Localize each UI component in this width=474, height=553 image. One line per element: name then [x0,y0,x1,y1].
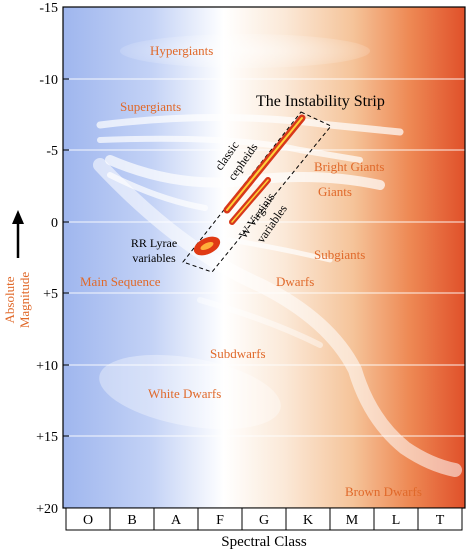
label-white-dwarfs: White Dwarfs [148,386,221,401]
spectral-class-label: M [346,513,359,528]
main-sequence-band [93,158,462,477]
spectral-class-label: O [83,513,93,528]
label-brown-dwarfs: Brown Dwarfs [345,484,422,499]
instability-strip-title: The Instability Strip [256,93,385,110]
label-main-sequence: Main Sequence [80,274,161,289]
spectral-class-label: K [303,513,313,528]
label-dwarfs: Dwarfs [276,274,314,289]
label-hypergiants: Hypergiants [150,43,213,58]
label-bright-giants: Bright Giants [314,159,384,174]
white-dwarfs-region [99,354,281,430]
y-tick-label: -10 [39,73,58,88]
y-tick-label: 0 [51,216,58,231]
y-tick-label: +5 [43,287,58,302]
y-axis-title-line1: Absolute [2,276,17,323]
plot-background [63,7,465,508]
y-axis-title-line2: Magnitude [17,272,32,329]
y-tick-label: +10 [36,359,58,374]
rr-lyrae-line2: variables [132,251,176,265]
spectral-class-label: L [392,513,401,528]
y-tick-label: -15 [39,1,58,16]
y-tick-label: +15 [36,430,58,445]
classic-cepheids-core [226,117,303,211]
hypergiants-region [120,34,370,68]
spectral-class-label: T [436,513,445,528]
spectral-class-label: F [216,513,224,528]
spectral-class-label: G [259,513,269,528]
w-virginis-core [231,179,269,223]
spectral-class-label: A [171,513,182,528]
x-axis-title: Spectral Class [221,534,307,550]
rr-lyrae-core [200,241,214,251]
spectral-class-row: O B A F G K M L T [65,507,463,531]
instability-strip-outline [182,111,332,273]
y-tick-label: -5 [46,144,58,159]
rr-lyrae-line1: RR Lyrae [131,236,177,250]
label-giants: Giants [318,184,352,199]
label-subgiants: Subgiants [314,247,365,262]
grid-lines [63,78,465,437]
subdwarfs-band [197,297,323,348]
label-subdwarfs: Subdwarfs [210,346,266,361]
label-supergiants: Supergiants [120,99,181,114]
y-tick-label: +20 [36,502,58,517]
spectral-class-label: B [127,513,136,528]
y-axis-arrow [12,210,24,258]
